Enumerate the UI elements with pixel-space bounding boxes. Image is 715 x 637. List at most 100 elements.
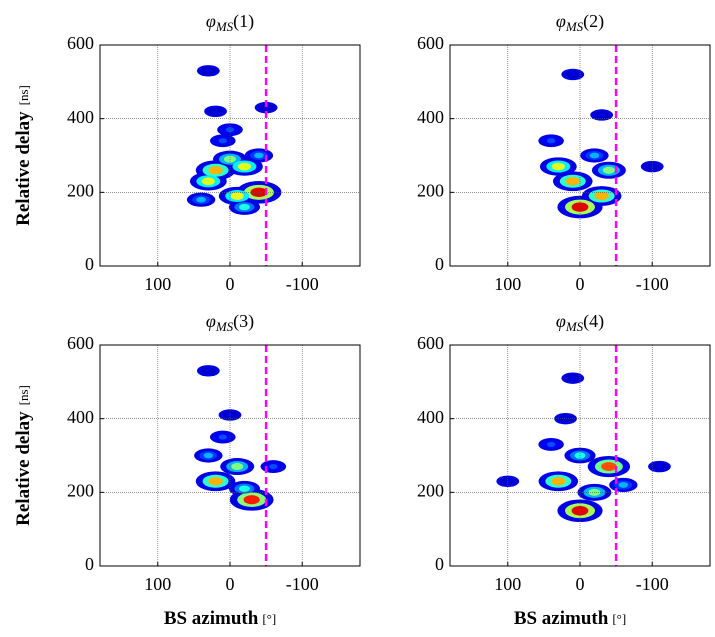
y-tick-label: 0	[85, 254, 94, 274]
panel-title: φMS(1)	[206, 11, 254, 34]
title-index: (2)	[583, 11, 604, 32]
y-tick-label: 400	[67, 407, 94, 427]
x-tick-label: 100	[144, 574, 171, 594]
blob-core	[571, 506, 589, 516]
x-tick-label: -100	[286, 574, 319, 594]
blobs	[538, 68, 664, 219]
blob-core	[226, 412, 234, 418]
x-tick-label: 100	[494, 574, 521, 594]
x-tick-label: 0	[576, 274, 585, 294]
y-tick-label: 200	[417, 480, 444, 500]
title-symbol: φ	[206, 11, 216, 31]
x-tick-label: 0	[576, 574, 585, 594]
blob-core	[211, 109, 220, 114]
blobs	[186, 65, 282, 215]
y-axis-label: Relative delay [ns]	[13, 385, 34, 526]
blob-core	[602, 166, 615, 174]
y-label-unit: [ns]	[16, 85, 31, 105]
blob-core	[569, 375, 577, 381]
blob-core	[594, 191, 609, 201]
y-tick-label: 200	[67, 180, 94, 200]
title-symbol: φ	[556, 311, 566, 331]
blob-core	[218, 138, 227, 144]
y-axis-label: Relative delay [ns]	[13, 85, 34, 226]
blob-core	[218, 434, 227, 440]
x-axis-label: BS azimuth [°]	[514, 608, 626, 629]
x-tick-label: -100	[636, 274, 669, 294]
blob-core	[561, 416, 570, 421]
blob-core	[262, 105, 270, 110]
blob-core	[569, 72, 577, 77]
blob-core	[546, 441, 556, 448]
y-tick-label: 400	[417, 107, 444, 127]
y-tick-label: 400	[67, 107, 94, 127]
blob-core	[196, 196, 206, 203]
blob-core	[239, 485, 250, 492]
x-label-text: BS azimuth	[514, 608, 609, 629]
blob-core	[208, 166, 223, 175]
blob-core	[208, 477, 223, 486]
y-tick-label: 0	[85, 554, 94, 574]
blob-core	[269, 463, 278, 470]
blob-core	[618, 482, 629, 488]
plot-frame	[449, 44, 711, 267]
blob-core	[546, 138, 556, 144]
x-axis-label: BS azimuth [°]	[164, 608, 276, 629]
y-tick-label: 400	[417, 407, 444, 427]
blob-core	[203, 452, 214, 459]
blob-core	[239, 203, 250, 211]
y-tick-label: 0	[435, 254, 444, 274]
x-tick-label: 0	[226, 274, 235, 294]
plot-frame	[449, 344, 711, 567]
x-label-unit: [°]	[262, 611, 276, 626]
x-tick-label: 0	[226, 574, 235, 594]
blob-core	[201, 177, 215, 186]
title-index: (3)	[233, 311, 254, 332]
blob-core	[254, 152, 264, 159]
blob-core	[598, 112, 606, 118]
blob-core	[551, 477, 566, 486]
blob-core	[204, 368, 212, 374]
y-label-unit: [ns]	[16, 385, 31, 405]
y-tick-label: 200	[417, 180, 444, 200]
blob-core	[230, 192, 244, 200]
title-index: (4)	[583, 311, 604, 332]
blob-core	[589, 152, 600, 159]
blob-core	[204, 68, 212, 74]
blob-core	[601, 462, 617, 471]
x-label-text: BS azimuth	[164, 608, 259, 629]
title-subscript: MS	[565, 319, 584, 334]
blob-core	[551, 162, 565, 171]
title-index: (1)	[233, 11, 254, 32]
blob-core	[648, 164, 656, 169]
x-tick-label: -100	[636, 574, 669, 594]
blob-core	[231, 463, 244, 471]
x-tick-label: -100	[286, 274, 319, 294]
title-symbol: φ	[556, 11, 566, 31]
blobs	[194, 365, 287, 511]
plot-frame	[99, 344, 361, 567]
blob-core	[565, 177, 580, 186]
title-subscript: MS	[565, 19, 584, 34]
title-subscript: MS	[215, 319, 234, 334]
panel-title: φMS(3)	[206, 311, 254, 334]
y-tick-label: 0	[435, 554, 444, 574]
panel-title: φMS(4)	[556, 311, 604, 334]
y-tick-label: 200	[67, 480, 94, 500]
blobs	[496, 372, 671, 523]
y-label-text: Relative delay	[13, 111, 34, 226]
y-tick-label: 600	[417, 333, 444, 353]
y-tick-label: 600	[67, 33, 94, 53]
y-tick-label: 600	[67, 333, 94, 353]
x-label-unit: [°]	[612, 611, 626, 626]
y-label-text: Relative delay	[13, 411, 34, 526]
title-subscript: MS	[215, 19, 234, 34]
blob-core	[237, 162, 252, 171]
x-tick-label: 100	[144, 274, 171, 294]
panel-title: φMS(2)	[556, 11, 604, 34]
blob-core	[655, 464, 664, 469]
blob-core	[243, 495, 260, 505]
title-symbol: φ	[206, 311, 216, 331]
x-tick-label: 100	[494, 274, 521, 294]
